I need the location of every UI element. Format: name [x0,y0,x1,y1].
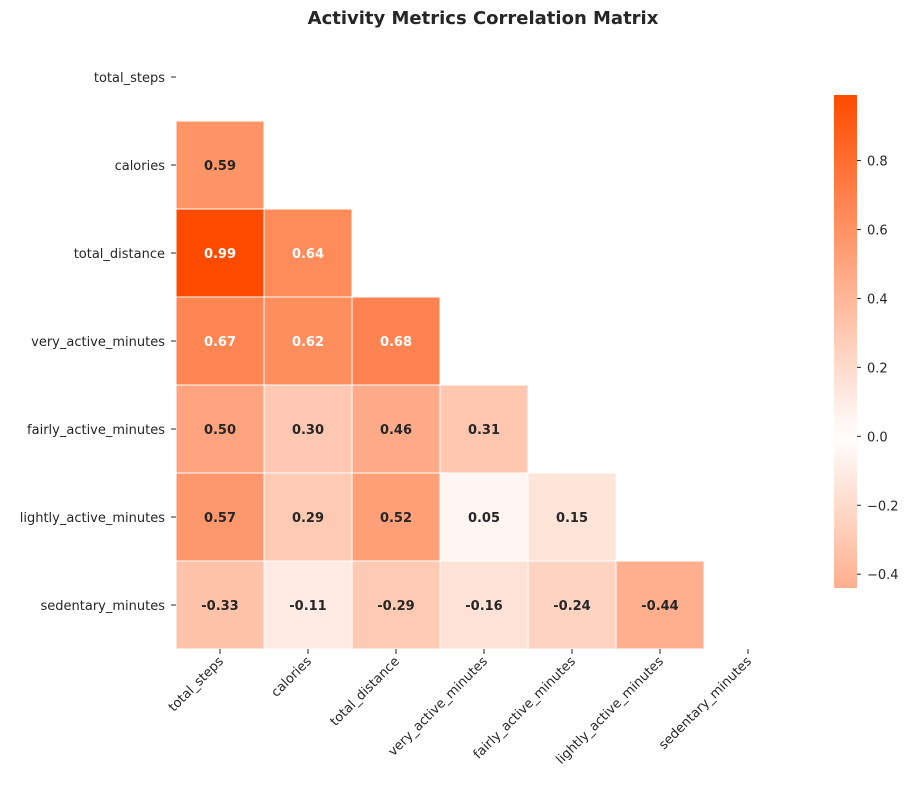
cell-value-label: -0.11 [289,599,326,614]
heatmap-cell-very_active_minutes-calories [263,296,353,386]
chart-title: Activity Metrics Correlation Matrix [308,8,659,29]
colorbar-tick-label: 0.2 [867,361,888,376]
cell-value-label: 0.31 [468,423,500,438]
cell-value-label: 0.62 [292,335,324,350]
cell-value-label: 0.30 [292,423,324,438]
colorbar-tick-label: 0.8 [867,155,888,170]
colorbar: −0.4 −0.2 0.0 0.2 0.4 0.6 0.8 [834,95,899,588]
cell-value-label: 0.64 [292,247,324,262]
heatmap-cell-total_distance-total_steps [175,208,265,298]
cell-value-label: 0.68 [380,335,412,350]
cell-value-label: -0.33 [201,599,238,614]
cell-value-label: -0.44 [641,599,678,614]
x-tick-label: total_steps [166,654,227,715]
heatmap-cell-calories-total_steps [175,120,265,210]
heatmap-cell-sedentary_minutes-total_distance [351,560,441,650]
x-tick-label: fairly_active_minutes [471,654,579,762]
x-axis: total_steps calories total_distancevery_ac… [166,649,755,768]
cell-value-label: 0.46 [380,423,412,438]
y-axis: total_steps calories total_distance very_ac… [20,71,176,614]
cell-value-label: 0.57 [204,511,236,526]
cell-value-label: 0.15 [556,511,588,526]
cell-value-label: 0.05 [468,511,500,526]
colorbar-tick-label: 0.4 [867,292,888,307]
heatmap-cell-labels: 0.59 0.99 0.64 0.67 0.62 0.68 0.50 0.30 0.46 0.31… [201,159,678,614]
colorbar-gradient [834,95,857,588]
heatmap-cell-sedentary_minutes-very_active_minutes [439,560,529,650]
colorbar-tick-label: 0.0 [867,430,888,445]
heatmap-cell-lightly_active_minutes-fairly_active_minutes [527,472,617,562]
heatmap-cell-fairly_active_minutes-very_active_minutes [439,384,529,474]
x-tick-label: very_active_minutes [386,654,491,759]
cell-value-label: 0.29 [292,511,324,526]
y-tick-label: calories [115,159,166,174]
heatmap-cell-sedentary_minutes-calories [263,560,353,650]
heatmap-cell-very_active_minutes-total_steps [175,296,265,386]
y-tick-label: sedentary_minutes [41,599,166,614]
heatmap-cell-lightly_active_minutes-calories [263,472,353,562]
y-tick-label: fairly_active_minutes [27,423,165,438]
cell-value-label: 0.99 [204,247,236,262]
x-tick-label: calories [269,654,315,700]
y-tick-label: very_active_minutes [31,335,165,350]
cell-value-label: -0.24 [553,599,590,614]
heatmap-cell-total_distance-calories [263,208,353,298]
cell-value-label: 0.67 [204,335,236,350]
cell-value-label: 0.52 [380,511,412,526]
heatmap-cell-fairly_active_minutes-calories [263,384,353,474]
x-tick-label: total_distance [328,654,403,729]
cell-value-label: 0.59 [204,159,236,174]
heatmap-cell-sedentary_minutes-lightly_active_minutes [615,560,705,650]
y-tick-label: total_steps [94,71,165,86]
heatmap-cell-very_active_minutes-total_distance [351,296,441,386]
x-tick-label: sedentary_minutes [656,654,755,753]
heatmap-cell-sedentary_minutes-fairly_active_minutes [527,560,617,650]
cell-value-label: 0.50 [204,423,236,438]
colorbar-tick-label: −0.4 [867,568,899,583]
y-tick-label: lightly_active_minutes [20,511,165,526]
heatmap-cell-lightly_active_minutes-very_active_minutes [439,472,529,562]
cell-value-label: -0.16 [465,599,502,614]
y-tick-label: total_distance [74,247,165,262]
cell-value-label: -0.29 [377,599,414,614]
colorbar-tick-label: −0.2 [867,499,899,514]
colorbar-tick-label: 0.6 [867,223,888,238]
heatmap-cell-lightly_active_minutes-total_distance [351,472,441,562]
heatmap-cells [175,120,705,650]
